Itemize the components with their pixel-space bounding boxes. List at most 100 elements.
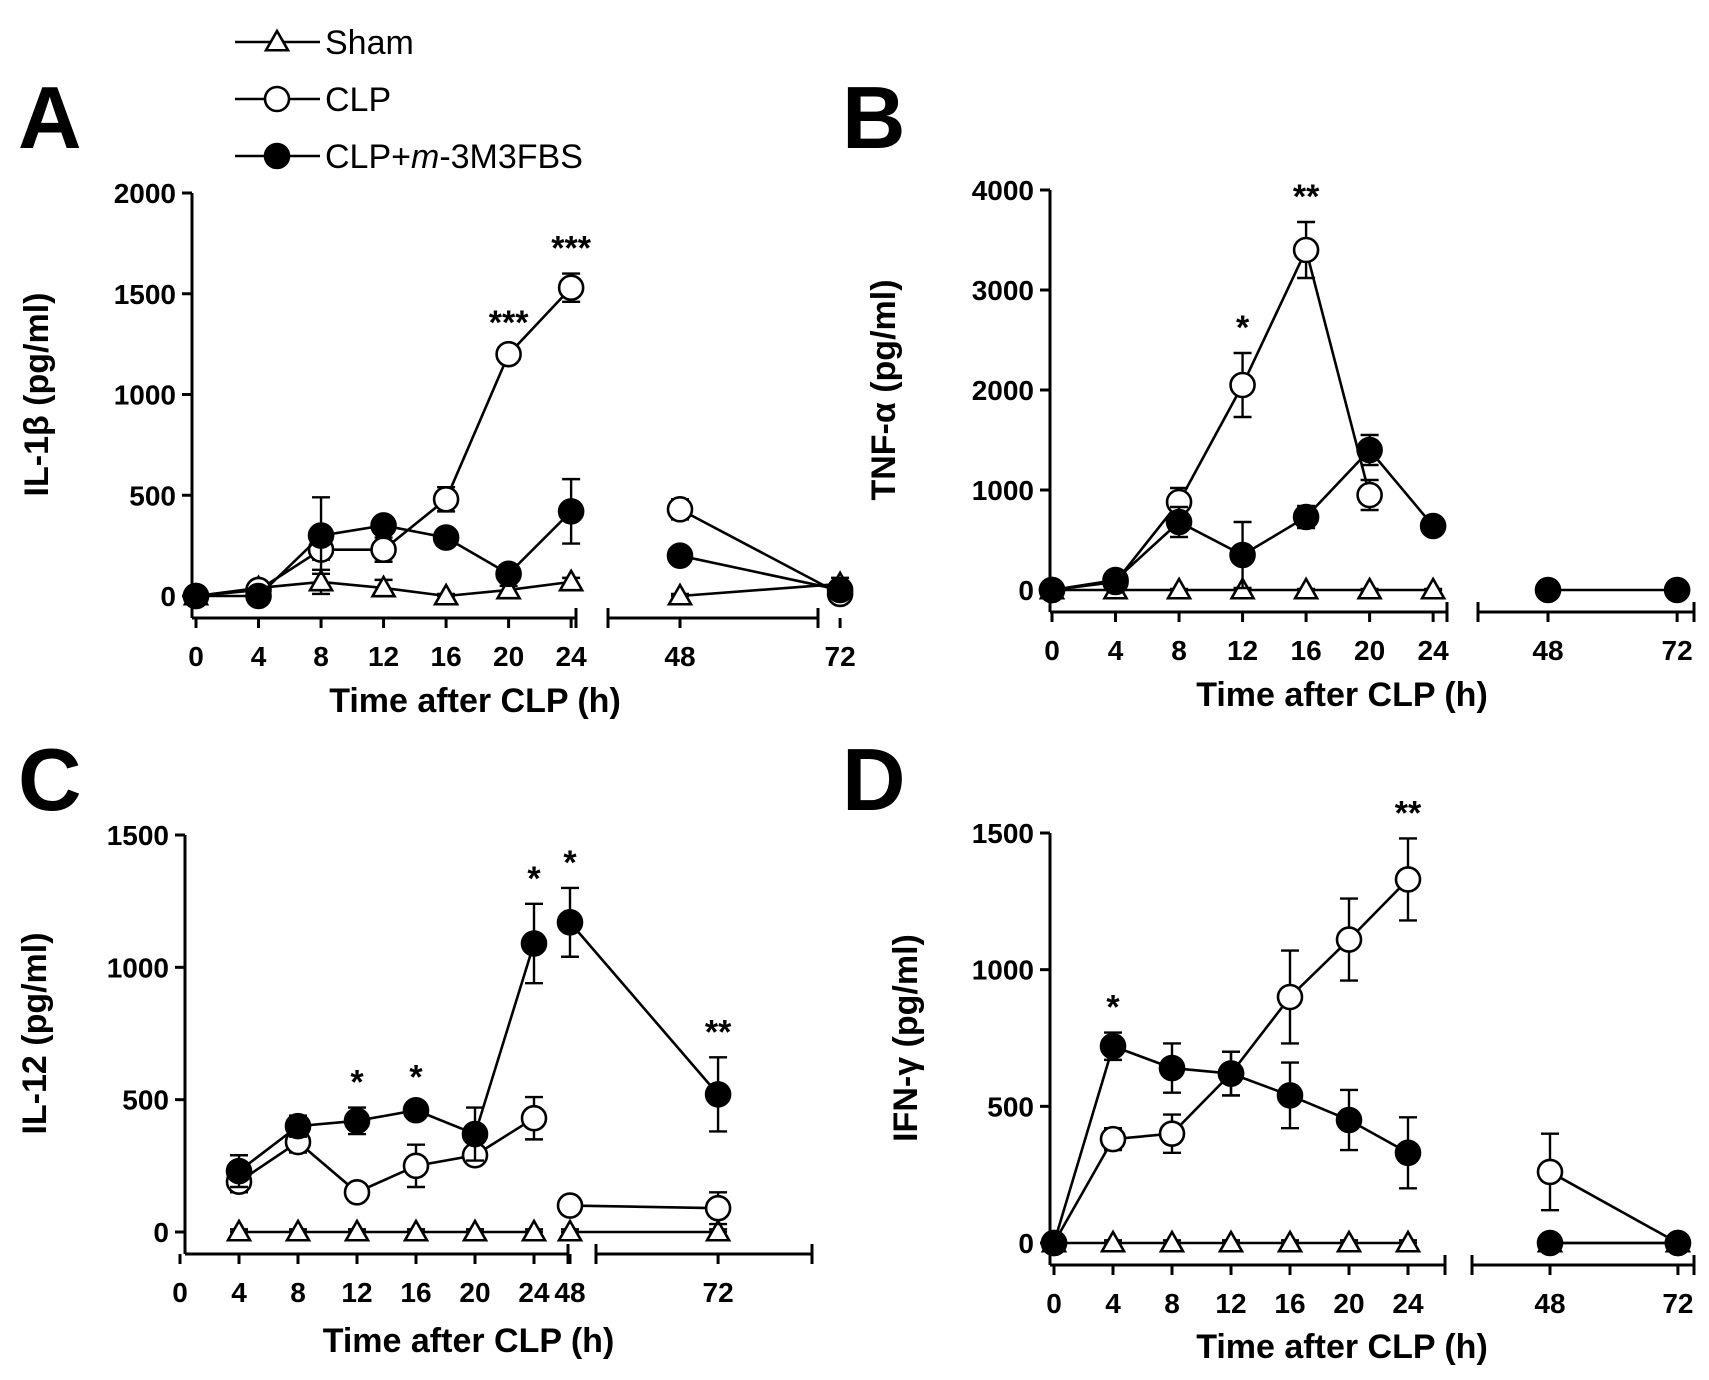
x-tick-label: 8	[313, 641, 329, 672]
panel-letter: C	[18, 730, 82, 829]
data-point	[1536, 578, 1560, 602]
x-tick-label: 4	[251, 641, 267, 672]
data-point	[345, 1180, 369, 1204]
data-point	[1294, 238, 1318, 262]
series-sham	[228, 1221, 729, 1240]
data-point	[522, 1106, 546, 1130]
data-point	[558, 910, 582, 934]
series-clp	[1042, 838, 1690, 1255]
data-point	[1538, 1160, 1562, 1184]
panel-c: C050010001500048121620244872Time after C…	[16, 730, 812, 1360]
x-tick-label: 48	[1532, 635, 1563, 666]
y-tick-label: 1000	[972, 475, 1034, 506]
data-point	[1040, 578, 1064, 602]
significance-marker: **	[1293, 178, 1320, 216]
y-axis-title: IFN-γ (pg/ml)	[887, 934, 925, 1142]
x-tick-label: 48	[1534, 1288, 1565, 1319]
significance-marker: **	[1395, 794, 1422, 832]
legend-marker-sham	[266, 31, 288, 50]
data-point	[1665, 578, 1689, 602]
series-line	[680, 509, 840, 594]
series-line	[239, 944, 534, 1172]
x-tick-label: 24	[518, 1277, 550, 1308]
data-point	[522, 932, 546, 956]
data-point	[1104, 568, 1128, 592]
data-point	[706, 1196, 730, 1220]
data-point	[1160, 1056, 1184, 1080]
data-point	[1167, 510, 1191, 534]
data-point	[523, 1221, 545, 1240]
x-tick-label: 16	[400, 1277, 431, 1308]
y-tick-label: 4000	[972, 175, 1034, 206]
data-point	[1337, 928, 1361, 952]
x-tick-label: 12	[341, 1277, 372, 1308]
legend-label-treat: CLP+m-3M3FBS	[325, 138, 583, 176]
x-tick-label: 0	[188, 641, 204, 672]
data-point	[1102, 1232, 1124, 1251]
x-tick-label: 4	[231, 1277, 247, 1308]
legend-marker-treat	[265, 144, 289, 168]
y-tick-label: 0	[153, 1217, 169, 1248]
significance-marker: ***	[489, 304, 529, 342]
y-tick-label: 0	[1018, 1228, 1034, 1259]
x-tick-label: 24	[556, 641, 588, 672]
data-point	[287, 1221, 309, 1240]
data-point	[434, 526, 458, 550]
data-point	[286, 1114, 310, 1138]
figure: ShamCLPCLP+m-3M3FBS A0500100015002000048…	[0, 0, 1709, 1380]
y-tick-label: 2000	[114, 178, 176, 209]
x-tick-label: 16	[1274, 1288, 1305, 1319]
y-tick-label: 0	[160, 581, 176, 612]
data-point	[668, 497, 692, 521]
data-point	[1101, 1127, 1125, 1151]
x-tick-label: 16	[1291, 635, 1322, 666]
y-tick-label: 500	[987, 1091, 1034, 1122]
y-tick-label: 1500	[972, 818, 1034, 849]
y-tick-label: 500	[129, 480, 176, 511]
panel-letter: B	[842, 68, 906, 167]
x-tick-label: 48	[664, 641, 695, 672]
x-tick-label: 12	[1215, 1288, 1246, 1319]
x-tick-label: 20	[459, 1277, 490, 1308]
series-line	[1550, 1172, 1678, 1243]
x-axis-title: Time after CLP (h)	[329, 682, 621, 720]
x-tick-label: 16	[431, 641, 462, 672]
data-point	[1396, 1141, 1420, 1165]
data-point	[227, 1159, 251, 1183]
y-tick-label: 0	[1018, 575, 1034, 606]
data-point	[434, 487, 458, 511]
data-point	[560, 571, 582, 590]
data-point	[1358, 483, 1382, 507]
data-point	[1101, 1034, 1125, 1058]
data-point	[1278, 1083, 1302, 1107]
data-point	[1219, 1062, 1243, 1086]
data-point	[1231, 373, 1255, 397]
data-point	[404, 1154, 428, 1178]
data-point	[1666, 1231, 1690, 1255]
y-tick-label: 1000	[972, 955, 1034, 986]
data-point	[1278, 985, 1302, 1009]
legend-label-clp: CLP	[325, 81, 391, 119]
data-point	[463, 1122, 487, 1146]
data-point	[497, 562, 521, 586]
data-point	[1279, 1232, 1301, 1251]
x-tick-label: 48	[554, 1277, 585, 1308]
data-point	[558, 1194, 582, 1218]
series-line	[570, 922, 718, 1094]
x-tick-label: 0	[1044, 635, 1060, 666]
y-tick-label: 1500	[114, 279, 176, 310]
data-point	[404, 1098, 428, 1122]
y-tick-label: 3000	[972, 275, 1034, 306]
x-tick-label: 72	[1662, 1288, 1693, 1319]
data-point	[559, 499, 583, 523]
panel-d: D050010001500048121620244872Time after C…	[842, 730, 1694, 1366]
data-point	[228, 1221, 250, 1240]
x-tick-label: 12	[368, 641, 399, 672]
series-clp-m-3m3fbs	[1040, 435, 1689, 602]
y-axis-title: TNF-α (pg/ml)	[865, 279, 903, 500]
data-point	[1161, 1232, 1183, 1251]
data-point	[1358, 438, 1382, 462]
y-axis-title: IL-1β (pg/ml)	[18, 293, 56, 497]
data-point	[346, 1221, 368, 1240]
legend-item-sham: Sham	[235, 24, 414, 62]
